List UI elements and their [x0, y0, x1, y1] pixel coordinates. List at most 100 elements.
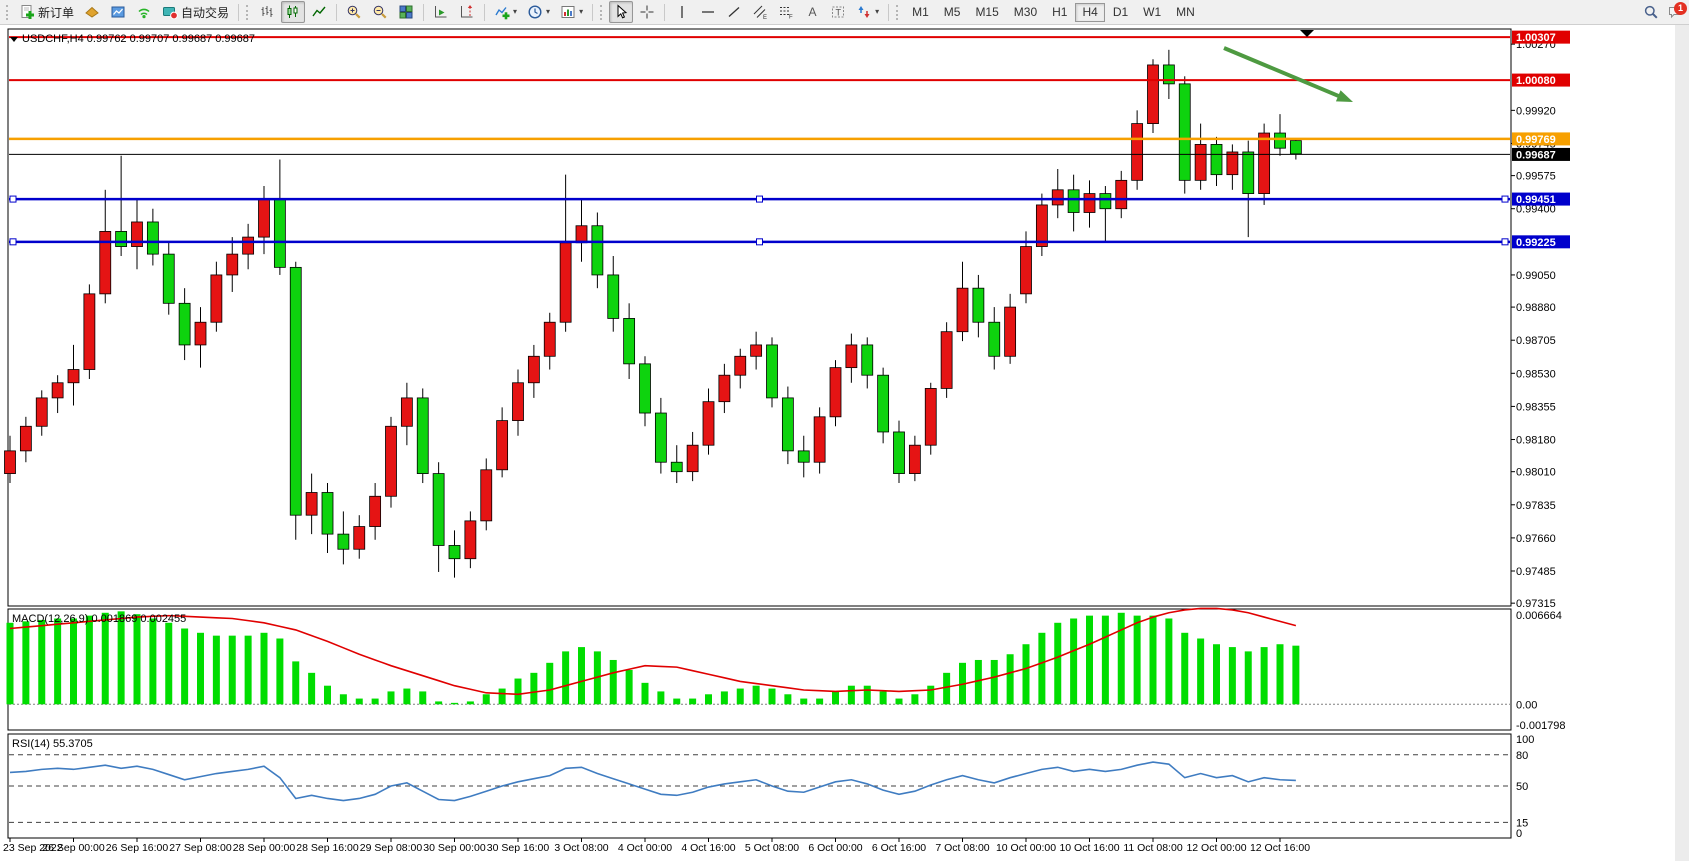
signal-button[interactable]	[132, 1, 156, 23]
svg-text:3 Oct 08:00: 3 Oct 08:00	[554, 842, 608, 854]
timeframe-d1[interactable]: D1	[1112, 4, 1129, 19]
timeframe-m30[interactable]: M30	[1013, 4, 1038, 19]
trendline-tool-button[interactable]	[722, 1, 746, 23]
fibonacci-icon: F	[778, 4, 794, 20]
text-tool-button[interactable]: A	[800, 1, 824, 23]
timeframe-m1[interactable]: M1	[912, 4, 929, 19]
svg-text:0.99451: 0.99451	[1516, 194, 1556, 206]
toolbar-separator	[888, 3, 890, 21]
notification-badge: 1	[1674, 2, 1687, 15]
svg-text:RSI(14) 55.3705: RSI(14) 55.3705	[12, 738, 93, 750]
timeframe-mn[interactable]: MN	[1176, 4, 1195, 19]
line-chart-button[interactable]	[307, 1, 331, 23]
svg-text:6 Oct 00:00: 6 Oct 00:00	[808, 842, 862, 854]
toolbar-separator	[484, 3, 486, 21]
vertical-line-icon	[674, 4, 690, 20]
horizontal-line-icon	[700, 4, 716, 20]
svg-text:10 Oct 00:00: 10 Oct 00:00	[996, 842, 1056, 854]
autotrading-icon	[162, 4, 178, 20]
zoom-out-icon	[372, 4, 388, 20]
autotrading-button[interactable]: 自动交易	[158, 1, 233, 23]
svg-text:0.97835: 0.97835	[1516, 500, 1556, 512]
crosshair-tool-button[interactable]	[635, 1, 659, 23]
svg-text:0.99575: 0.99575	[1516, 171, 1556, 183]
svg-text:0.99225: 0.99225	[1516, 237, 1556, 249]
fibonacci-tool-button[interactable]: F	[774, 1, 798, 23]
candlestick-chart-button[interactable]	[281, 1, 306, 23]
svg-text:4 Oct 00:00: 4 Oct 00:00	[618, 842, 672, 854]
svg-text:MACD(12,26,9) 0.001869 0.00245: MACD(12,26,9) 0.001869 0.002455	[12, 613, 186, 625]
timeframe-m15[interactable]: M15	[975, 4, 999, 19]
svg-text:0.006664: 0.006664	[1516, 610, 1562, 622]
toolbar-separator	[592, 3, 594, 21]
market-watch-button[interactable]	[106, 1, 130, 23]
timeframe-h1[interactable]: H1	[1052, 4, 1068, 19]
charts-button[interactable]	[80, 1, 104, 23]
svg-text:23 Sep 2022: 23 Sep 2022	[3, 842, 63, 854]
candlestick-chart-icon	[285, 4, 301, 20]
timeframe-w1[interactable]: W1	[1143, 4, 1162, 19]
horizontal-line-tool-button[interactable]	[696, 1, 720, 23]
svg-text:12 Oct 16:00: 12 Oct 16:00	[1250, 842, 1310, 854]
periods-caret-icon: ▾	[546, 7, 551, 16]
svg-text:30 Sep 00:00: 30 Sep 00:00	[423, 842, 486, 854]
svg-text:100: 100	[1516, 734, 1534, 746]
chart-canvas[interactable]: 1.002700.999200.997450.995750.994000.990…	[0, 25, 1689, 861]
indicators-icon	[494, 4, 510, 20]
svg-text:12 Oct 00:00: 12 Oct 00:00	[1186, 842, 1246, 854]
vertical-line-tool-button[interactable]	[670, 1, 694, 23]
svg-text:0.99920: 0.99920	[1516, 105, 1556, 117]
svg-text:15: 15	[1516, 817, 1528, 829]
svg-text:11 Oct 08:00: 11 Oct 08:00	[1123, 842, 1183, 854]
toolbar-grip	[246, 4, 251, 20]
auto-scroll-button[interactable]	[429, 1, 453, 23]
templates-caret-icon: ▾	[579, 7, 584, 16]
search-button[interactable]	[1639, 1, 1663, 23]
toolbar-grip	[600, 4, 605, 20]
chart-shift-icon	[459, 4, 475, 20]
arrows-tool-button[interactable]: ▾	[852, 1, 883, 23]
indicators-button[interactable]: ▾	[490, 1, 521, 23]
svg-text:0.98355: 0.98355	[1516, 401, 1556, 413]
line-chart-icon	[311, 4, 327, 20]
svg-text:80: 80	[1516, 750, 1528, 762]
bars-chart-button[interactable]	[255, 1, 279, 23]
svg-text:4 Oct 16:00: 4 Oct 16:00	[681, 842, 735, 854]
svg-text:30 Sep 16:00: 30 Sep 16:00	[487, 842, 550, 854]
toolbar-separator	[336, 3, 338, 21]
templates-button[interactable]: ▾	[556, 1, 587, 23]
svg-text:10 Oct 16:00: 10 Oct 16:00	[1059, 842, 1119, 854]
templates-icon	[560, 4, 576, 20]
arrows-caret-icon: ▾	[875, 7, 880, 16]
timeframe-h4[interactable]: H4	[1075, 2, 1105, 22]
timeframe-m5[interactable]: M5	[943, 4, 961, 19]
text-label-icon: T	[830, 4, 846, 20]
periods-button[interactable]: ▾	[523, 1, 554, 23]
svg-text:26 Sep 16:00: 26 Sep 16:00	[106, 842, 169, 854]
zoom-in-icon	[346, 4, 362, 20]
toolbar-separator	[423, 3, 425, 21]
notifications-button[interactable]: 1	[1665, 2, 1687, 22]
arrows-icon	[856, 4, 872, 20]
crosshair-icon	[639, 4, 655, 20]
cursor-tool-button[interactable]	[609, 1, 634, 23]
tile-windows-button[interactable]	[394, 1, 418, 23]
trendline-icon	[726, 4, 742, 20]
equidistant-channel-tool-button[interactable]: E	[748, 1, 772, 23]
auto-scroll-icon	[433, 4, 449, 20]
zoom-out-button[interactable]	[368, 1, 392, 23]
svg-text:29 Sep 08:00: 29 Sep 08:00	[360, 842, 423, 854]
svg-text:0.98530: 0.98530	[1516, 368, 1556, 380]
autotrading-label: 自动交易	[181, 5, 230, 20]
zoom-in-button[interactable]	[342, 1, 366, 23]
svg-text:0.98010: 0.98010	[1516, 467, 1556, 479]
chart-shift-button[interactable]	[455, 1, 479, 23]
new-order-button[interactable]: 新订单	[15, 1, 78, 23]
new-order-icon	[19, 4, 35, 20]
svg-text:0.99400: 0.99400	[1516, 204, 1556, 216]
signal-icon	[136, 4, 152, 20]
text-label-tool-button[interactable]: T	[826, 1, 850, 23]
text-icon: A	[804, 4, 820, 20]
svg-text:26 Sep 00:00: 26 Sep 00:00	[42, 842, 105, 854]
svg-text:6 Oct 16:00: 6 Oct 16:00	[872, 842, 926, 854]
